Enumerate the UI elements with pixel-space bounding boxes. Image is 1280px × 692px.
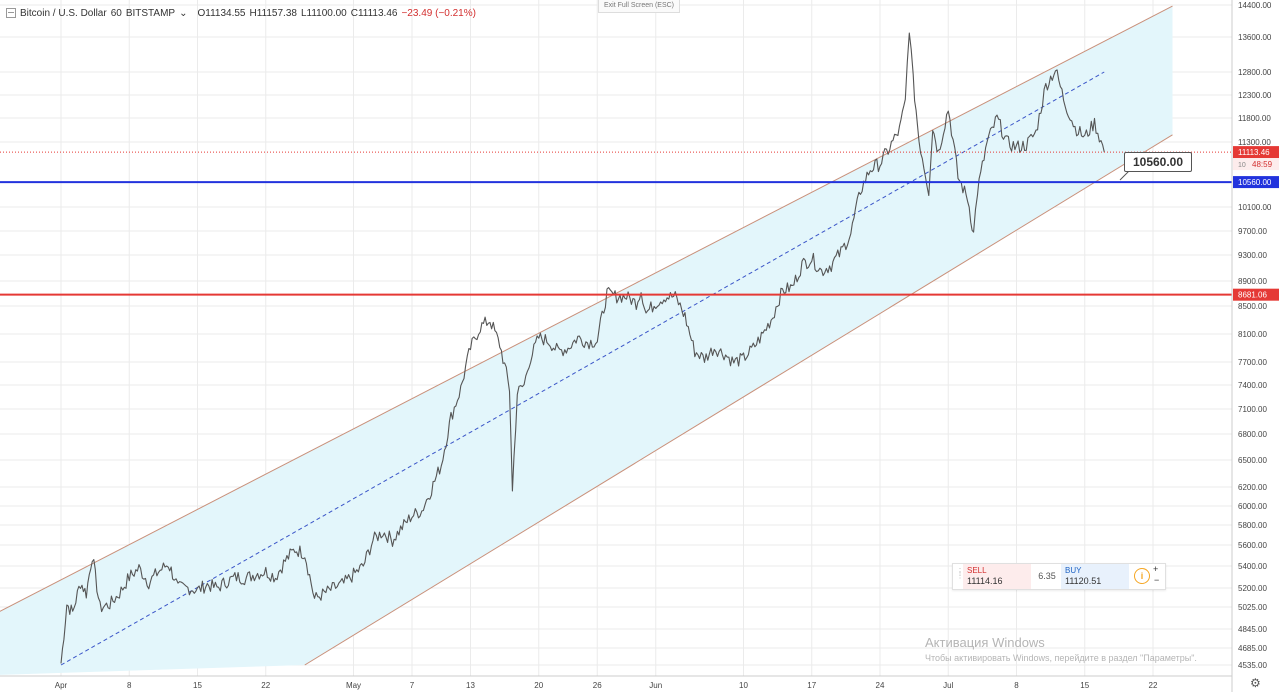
channel-lower-line[interactable] <box>304 134 1173 666</box>
price-tick-label: 5600.00 <box>1238 541 1267 550</box>
price-tick-label: 9300.00 <box>1238 251 1267 260</box>
sell-label: SELL <box>967 566 987 575</box>
countdown-bg <box>1233 158 1279 171</box>
price-tick-label: 7700.00 <box>1238 358 1267 367</box>
price-tick-label: 5400.00 <box>1238 562 1267 571</box>
sell-price: 11114.16 <box>967 576 1003 586</box>
sell-button[interactable]: SELL 11114.16 <box>963 564 1031 589</box>
level-tag-10560.00-bg <box>1233 176 1279 189</box>
plus-icon[interactable]: + <box>1153 564 1159 574</box>
ohlc-open: O11134.55 <box>197 7 246 19</box>
price-series[interactable] <box>60 32 1105 664</box>
buy-label: BUY <box>1065 566 1082 575</box>
time-tick-label: 15 <box>1080 681 1089 690</box>
time-tick-label: 15 <box>193 681 202 690</box>
time-tick-label: 8 <box>127 681 132 690</box>
drag-handle-icon[interactable]: ⋮ ⋮ <box>956 567 964 580</box>
channel-upper-line[interactable] <box>0 5 1173 630</box>
price-tick-label: 11300.00 <box>1238 138 1271 147</box>
price-tick-label: 12300.00 <box>1238 91 1272 100</box>
symbol-menu-icon[interactable]: ⌄ <box>179 7 188 19</box>
countdown-label: 48:59 <box>1252 160 1273 169</box>
time-tick-label: 20 <box>534 681 543 690</box>
price-tick-label: 9700.00 <box>1238 227 1267 236</box>
price-tick-label: 4535.00 <box>1238 661 1267 670</box>
price-tick-label: 8500.00 <box>1238 302 1267 311</box>
price-tick-label: 7400.00 <box>1238 381 1267 390</box>
price-tick-label: 7100.00 <box>1238 405 1267 414</box>
buy-price: 11120.51 <box>1065 576 1102 586</box>
time-tick-label: 26 <box>593 681 602 690</box>
minus-icon[interactable]: − <box>1154 575 1160 585</box>
time-tick-label: May <box>346 681 361 690</box>
price-tick-label: 14400.00 <box>1238 1 1272 10</box>
info-icon[interactable]: i <box>1134 568 1150 584</box>
exchange-label[interactable]: BITSTAMP <box>125 7 176 19</box>
time-tick-label: 24 <box>876 681 885 690</box>
collapse-icon[interactable] <box>6 8 16 18</box>
watermark-title: Активация Windows <box>925 635 1045 650</box>
price-callout[interactable]: 10560.00 <box>1124 152 1192 172</box>
price-tick-label: 11800.00 <box>1238 114 1271 123</box>
ohlc-close: C11113.46 <box>350 7 398 19</box>
price-tick-label: 4685.00 <box>1238 644 1267 653</box>
channel-fill <box>0 6 1173 675</box>
level-tag-10560.00: 10560.00 <box>1238 178 1272 187</box>
price-tick-label: 6500.00 <box>1238 456 1267 465</box>
time-tick-label: 22 <box>1149 681 1158 690</box>
last-price-tag: 11113.46 <box>1238 148 1270 157</box>
time-tick-label: Jun <box>649 681 662 690</box>
price-tick-label: 5025.00 <box>1238 603 1267 612</box>
price-axis-bg <box>1232 0 1280 692</box>
price-tick-label: 6800.00 <box>1238 430 1267 439</box>
time-tick-label: 10 <box>739 681 748 690</box>
symbol-header: Bitcoin / U.S. Dollar 60 BITSTAMP ⌄ O111… <box>6 5 476 21</box>
level-tag-8681.06: 8681.06 <box>1238 291 1267 300</box>
buy-button[interactable]: BUY 11120.51 <box>1061 564 1129 589</box>
price-tick-label: 8900.00 <box>1238 277 1267 286</box>
ohlc-low: L11100.00 <box>300 7 347 19</box>
level-tag-8681.06-bg <box>1233 288 1279 301</box>
price-tick-label: 12800.00 <box>1238 68 1272 77</box>
windows-activation-watermark: Активация Windows Чтобы активировать Win… <box>925 635 1197 663</box>
time-tick-label: Jul <box>943 681 953 690</box>
ohlc-high: H11157.38 <box>249 7 297 19</box>
price-tick-label: 5200.00 <box>1238 584 1267 593</box>
time-tick-label: 22 <box>261 681 270 690</box>
symbol-name[interactable]: Bitcoin / U.S. Dollar <box>20 7 107 19</box>
countdown-prefix: 10 <box>1238 162 1246 169</box>
price-tick-label: 6200.00 <box>1238 483 1267 492</box>
trade-widget: ⋮ ⋮ SELL 11114.16 6.35 BUY 11120.51 i + − <box>952 563 1166 590</box>
exit-fullscreen-button[interactable]: Exit Full Screen (ESC) <box>598 0 680 13</box>
time-tick-label: 17 <box>807 681 816 690</box>
price-tick-label: 10100.00 <box>1238 203 1272 212</box>
settings-icon[interactable]: ⚙ <box>1250 676 1261 690</box>
price-tick-label: 6000.00 <box>1238 502 1267 511</box>
price-tick-label: 8100.00 <box>1238 330 1267 339</box>
watermark-text: Чтобы активировать Windows, перейдите в … <box>925 653 1197 663</box>
price-tick-label: 13600.00 <box>1238 33 1272 42</box>
time-tick-label: 7 <box>410 681 415 690</box>
time-tick-label: 8 <box>1014 681 1019 690</box>
price-tick-label: 4845.00 <box>1238 625 1267 634</box>
time-tick-label: Apr <box>55 681 68 690</box>
price-tick-label: 5800.00 <box>1238 521 1267 530</box>
interval-label[interactable]: 60 <box>110 7 122 19</box>
ohlc-change: −23.49 (−0.21%) <box>401 7 476 19</box>
spread-value: 6.35 <box>1038 571 1056 581</box>
last-price-tag-bg <box>1233 146 1279 159</box>
time-tick-label: 13 <box>466 681 475 690</box>
